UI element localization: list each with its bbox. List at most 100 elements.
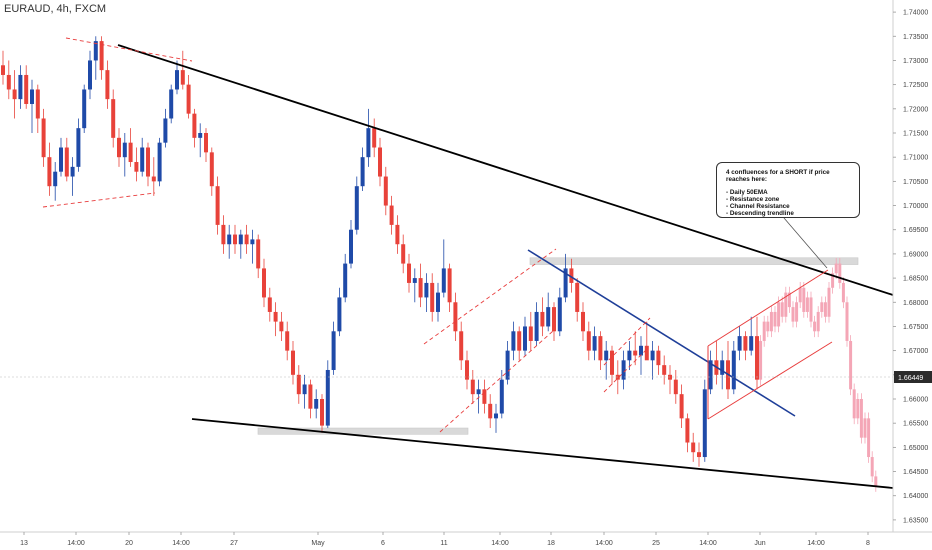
candle-body [117,137,121,158]
candle-body [441,268,446,293]
candle-body [308,384,313,409]
candle-body [302,384,307,395]
projection-body [787,292,791,308]
projected-price-path [759,257,878,492]
wedge-upper [65,37,193,62]
candle-body [621,360,626,380]
candle-body [610,350,614,375]
candle-body [540,311,545,327]
price-tick-label: 1.63500 [903,517,928,524]
candle-body [436,292,440,312]
candle-body [99,41,104,71]
price-tick-label: 1.72000 [903,106,928,113]
projection-body [809,297,813,322]
candle-body [354,186,359,230]
candle-body [82,89,87,129]
rising-channel-lower [707,341,833,420]
candle-body [157,142,162,182]
candle-body [331,331,336,370]
candle-body [244,234,249,245]
candle-body [418,278,423,298]
candle-body [453,302,458,332]
candle-body [395,224,400,245]
candle-body [24,74,29,104]
projection-body [834,263,838,274]
candle-body [557,297,562,332]
candle-body [238,234,243,245]
support-zone [257,427,469,435]
candle-body [685,418,690,443]
annotation-callout: 4 confluences for a SHORT if price reach… [716,162,860,218]
blue-trendline [527,249,796,417]
candle-body [169,89,174,119]
price-tick-label: 1.69000 [903,251,928,258]
time-tick-label: 25 [652,540,660,547]
candle-body [702,389,707,458]
projection-body [841,282,845,303]
candle-body [731,350,736,390]
candle-body [146,147,150,177]
candle-body [366,128,371,158]
candle-body [592,336,597,351]
time-tick-label: 14:00 [491,540,509,547]
candle-body [523,326,527,351]
annotation-line-2: reaches here: [726,176,767,183]
projection-body [784,292,788,317]
candle-body [424,282,429,298]
candle-body [273,311,278,322]
descending-trendline [117,44,894,296]
candle-body [743,336,748,351]
candle-body [372,128,377,148]
price-tick-label: 1.72500 [903,82,928,89]
candle-body [175,70,179,90]
projection-body [773,311,777,327]
candle-body [6,74,11,90]
price-tick-label: 1.70000 [903,203,928,210]
candle-body [511,331,516,351]
projection-body [870,457,874,477]
candle-body [122,142,127,158]
candle-body [737,336,742,351]
candle-body [412,278,417,283]
candle-body [128,142,133,163]
candlestick-series [1,36,759,467]
candle-body [517,331,522,351]
candle-body [586,331,591,351]
candle-body [755,336,759,380]
candle-body [41,118,46,158]
candle-body [360,157,365,187]
candle-body [221,224,226,245]
candle-body [227,234,232,245]
candle-body [233,234,237,245]
candle-body [407,263,411,283]
price-tick-label: 1.69500 [903,227,928,234]
candle-body [673,379,678,395]
time-tick-label: 14:00 [172,540,190,547]
candle-body [569,268,574,283]
time-tick-label: Jun [754,540,765,547]
candle-body [546,307,551,327]
projection-body [816,311,820,332]
projection-body [867,418,871,458]
candle-body [528,326,533,341]
candle-body [35,89,40,119]
candle-body [186,84,191,114]
projection-body [798,287,802,303]
candle-body [633,350,638,356]
projection-body [845,302,849,341]
time-tick-label: 14:00 [595,540,613,547]
time-axis[interactable]: 13 14:00 20 14:00 27 May 6 11 14:00 18 14:00 25 14:0… [0,531,932,549]
price-axis[interactable]: 1.74000 1.73500 1.73000 1.72500 1.72000 1.715… [892,0,932,532]
price-tick-label: 1.66000 [903,397,928,404]
time-tick-label: May [311,540,325,547]
mini-channel-lower [603,347,649,393]
candle-body [296,374,301,395]
candle-body [499,379,504,414]
price-tick-label: 1.67500 [903,324,928,331]
price-tick-label: 1.73000 [903,58,928,65]
annotation-item: - Resistance zone [726,196,780,203]
price-tick-label: 1.71000 [903,155,928,162]
time-tick-label: 6 [381,540,385,547]
rising-channel-upper [707,269,829,347]
